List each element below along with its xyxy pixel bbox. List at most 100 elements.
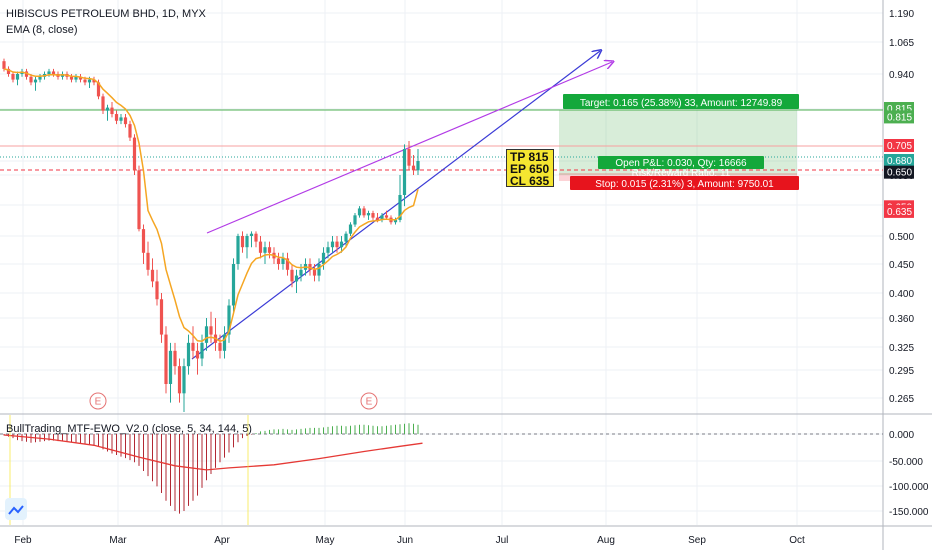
logo-icon-glyph bbox=[8, 505, 24, 515]
candle-body bbox=[339, 241, 344, 248]
candle-body bbox=[168, 350, 173, 384]
date-tick: Sep bbox=[688, 535, 706, 546]
candle-body bbox=[384, 215, 389, 218]
candle-body bbox=[218, 342, 222, 351]
candle-body bbox=[74, 76, 78, 80]
rr-label: Risk/Reward Ratio: 11 bbox=[632, 168, 731, 179]
date-tick: Jun bbox=[397, 535, 413, 546]
candle-body bbox=[51, 71, 56, 74]
price-tag-bg bbox=[884, 110, 914, 124]
candle-body bbox=[321, 252, 326, 264]
candle-body bbox=[114, 114, 119, 121]
candle-body bbox=[312, 269, 317, 276]
osc-signal bbox=[3, 434, 423, 471]
date-tick: Apr bbox=[214, 535, 230, 546]
candle-body bbox=[366, 213, 371, 216]
candle-body bbox=[33, 79, 38, 83]
candle-body bbox=[105, 107, 110, 111]
candle-body bbox=[209, 326, 213, 335]
candle-body bbox=[227, 305, 231, 335]
price-tick: 0.295 bbox=[889, 366, 914, 377]
earnings-marker-circle bbox=[360, 392, 378, 410]
date-tick: May bbox=[316, 535, 335, 546]
date-tick: Feb bbox=[14, 535, 32, 546]
candle-body bbox=[191, 342, 195, 351]
candle-body bbox=[276, 258, 281, 264]
candle-body bbox=[110, 107, 114, 115]
price-tick: 0.450 bbox=[889, 260, 914, 271]
candle-body bbox=[236, 236, 240, 264]
candle-body bbox=[222, 334, 227, 351]
candle-body bbox=[146, 252, 150, 270]
candle-body bbox=[398, 195, 402, 220]
price-tick: 0.325 bbox=[889, 343, 914, 354]
candle-body bbox=[78, 76, 83, 80]
candle-body bbox=[299, 269, 303, 276]
candle-body bbox=[96, 82, 101, 97]
price-tag: 0.815 bbox=[887, 112, 912, 123]
candle-body bbox=[204, 326, 209, 343]
candle-body bbox=[393, 219, 398, 223]
candle-body bbox=[326, 247, 330, 253]
price-tag-bg bbox=[884, 139, 914, 152]
candle-body bbox=[6, 68, 11, 74]
candle-body bbox=[353, 215, 357, 225]
note-cl: CL 635 bbox=[510, 174, 550, 188]
candle-body bbox=[182, 366, 186, 394]
candle-body bbox=[348, 224, 353, 234]
candle-body bbox=[2, 61, 6, 69]
oscillator bbox=[0, 415, 883, 525]
candle-body bbox=[416, 161, 420, 171]
candle-body bbox=[83, 79, 87, 83]
candle-body bbox=[29, 76, 33, 83]
trade-box[interactable]: Target: 0.165 (25.38%) 33, Amount: 12749… bbox=[0, 94, 883, 190]
ema-line bbox=[3, 68, 419, 343]
candle-body bbox=[123, 117, 128, 125]
candle-body bbox=[177, 366, 182, 394]
candle-body bbox=[132, 137, 137, 171]
candle-body bbox=[164, 334, 168, 384]
candle-body bbox=[87, 79, 92, 83]
earnings-marker: E bbox=[366, 397, 373, 408]
candle-body bbox=[38, 76, 42, 80]
price-tick: 0.940 bbox=[889, 70, 914, 81]
candle-body bbox=[186, 342, 191, 367]
price-tag: 0.815 bbox=[887, 104, 912, 115]
osc-tick: 0.000 bbox=[889, 430, 914, 441]
trade-note[interactable]: TP 815 EP 650 CL 635 bbox=[506, 149, 554, 187]
candle-body bbox=[11, 74, 15, 80]
candle-body bbox=[24, 71, 29, 77]
osc-tick: -150.000 bbox=[889, 507, 929, 518]
candle-body bbox=[407, 149, 411, 166]
candle-body bbox=[267, 247, 272, 253]
earnings-marker: E bbox=[95, 397, 102, 408]
date-tick: Jul bbox=[496, 535, 509, 546]
candle-body bbox=[330, 241, 335, 248]
candle-body bbox=[245, 236, 249, 248]
candle-body bbox=[285, 258, 290, 270]
candle-body bbox=[254, 233, 258, 242]
price-tick: 0.265 bbox=[889, 394, 914, 405]
candle-body bbox=[411, 165, 416, 171]
target-label-bg bbox=[563, 94, 799, 109]
stop-label-bg bbox=[570, 176, 799, 190]
candles bbox=[2, 58, 420, 412]
symbol-title: HIBISCUS PETROLEUM BHD, 1D, MYX bbox=[6, 8, 206, 20]
price-tick: 1.065 bbox=[889, 38, 914, 49]
candle-body bbox=[294, 275, 299, 282]
note-tp: TP 815 bbox=[510, 150, 549, 164]
candle-body bbox=[101, 96, 105, 111]
lower-trendline bbox=[191, 51, 600, 360]
target-label: Target: 0.165 (25.38%) 33, Amount: 12749… bbox=[580, 98, 783, 109]
candle-body bbox=[362, 208, 366, 216]
osc-tick: -100.000 bbox=[889, 482, 929, 493]
candle-body bbox=[231, 264, 236, 306]
oscillator-legend: BullTrading_MTF-EWO_V2.0 (close, 5, 34, … bbox=[6, 423, 252, 435]
candle-body bbox=[119, 117, 123, 121]
date-tick: Mar bbox=[109, 535, 127, 546]
candle-body bbox=[155, 281, 159, 300]
